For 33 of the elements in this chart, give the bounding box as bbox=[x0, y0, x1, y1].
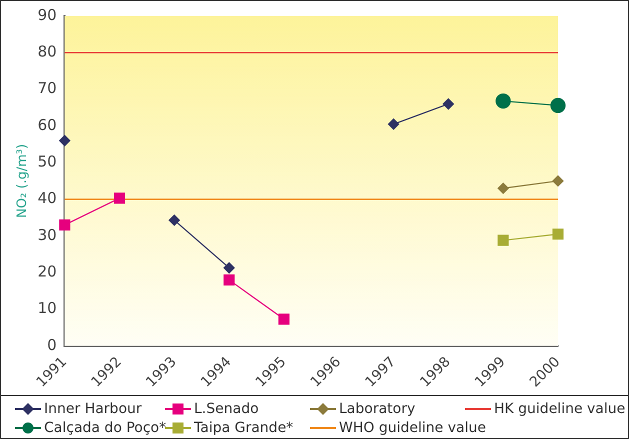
y-tick-label: 0 bbox=[47, 336, 57, 354]
y-tick-label: 30 bbox=[38, 226, 57, 244]
y-tick-label: 10 bbox=[38, 299, 57, 318]
point bbox=[224, 262, 235, 274]
y-tick-label: 60 bbox=[38, 116, 57, 134]
y-tick-label: 40 bbox=[38, 189, 57, 208]
point bbox=[498, 182, 509, 194]
legend-label: Calçada do Poço* bbox=[44, 420, 166, 436]
y-tick-label: 80 bbox=[38, 42, 57, 61]
y-tick-label: 50 bbox=[38, 152, 57, 171]
point bbox=[498, 234, 509, 246]
y-tick-label: 20 bbox=[38, 262, 57, 280]
point bbox=[496, 93, 511, 109]
point bbox=[224, 274, 235, 286]
point bbox=[552, 228, 564, 240]
point bbox=[59, 219, 70, 231]
point bbox=[278, 314, 290, 325]
legend-label: Taipa Grande* bbox=[194, 420, 294, 436]
point bbox=[442, 98, 454, 110]
legend-label: HK guideline value bbox=[494, 401, 626, 417]
point bbox=[59, 135, 70, 146]
y-axis-title: NO₂ (.g/m³) bbox=[15, 144, 30, 218]
point bbox=[552, 175, 564, 187]
y-tick-label: 90 bbox=[38, 6, 57, 24]
legend-label: L.Senado bbox=[194, 401, 259, 417]
legend-label: Inner Harbour bbox=[44, 401, 142, 417]
legend-label: WHO guideline value bbox=[339, 420, 486, 436]
point bbox=[114, 192, 126, 204]
legend-label: Laboratory bbox=[339, 401, 416, 417]
point bbox=[168, 214, 180, 226]
point bbox=[388, 118, 400, 130]
y-tick-label: 70 bbox=[38, 79, 57, 98]
point bbox=[550, 98, 566, 114]
